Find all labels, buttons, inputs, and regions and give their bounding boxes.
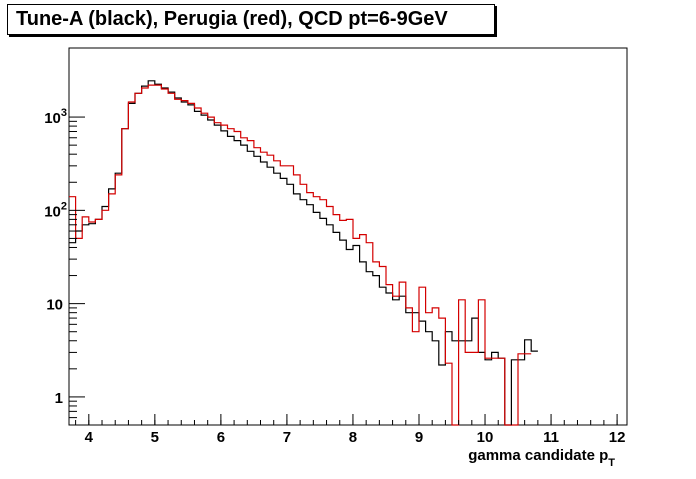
- x-tick-label: 5: [151, 429, 159, 446]
- y-tick-label: 10: [46, 297, 63, 314]
- chart-title-box: Tune-A (black), Perugia (red), QCD pt=6-…: [7, 4, 495, 35]
- x-tick-label: 6: [217, 429, 225, 446]
- x-tick-label: 8: [349, 429, 357, 446]
- series-line: [69, 80, 538, 426]
- plot-frame: [68, 47, 628, 426]
- axis-layer: 4 5 6 7 8 9 10 11 12 1 10 102 103: [44, 107, 625, 446]
- y-tick-label: 102: [44, 200, 67, 220]
- x-tick-label: 11: [543, 429, 559, 446]
- x-axis-label: gamma candidate pT: [468, 447, 615, 469]
- x-tick-label: 9: [415, 429, 423, 446]
- y-tick-label: 103: [44, 107, 67, 127]
- x-tick-label: 12: [609, 429, 626, 446]
- chart-title: Tune-A (black), Perugia (red), QCD pt=6-…: [16, 8, 448, 30]
- series-tune-a: [69, 80, 538, 426]
- series-perugia: [69, 84, 532, 426]
- series-line: [69, 84, 532, 426]
- series-layer: [69, 80, 538, 426]
- y-tick-label: 1: [55, 390, 63, 407]
- x-tick-label: 4: [85, 429, 94, 446]
- x-tick-label: 10: [477, 429, 494, 446]
- x-tick-label: 7: [283, 429, 291, 446]
